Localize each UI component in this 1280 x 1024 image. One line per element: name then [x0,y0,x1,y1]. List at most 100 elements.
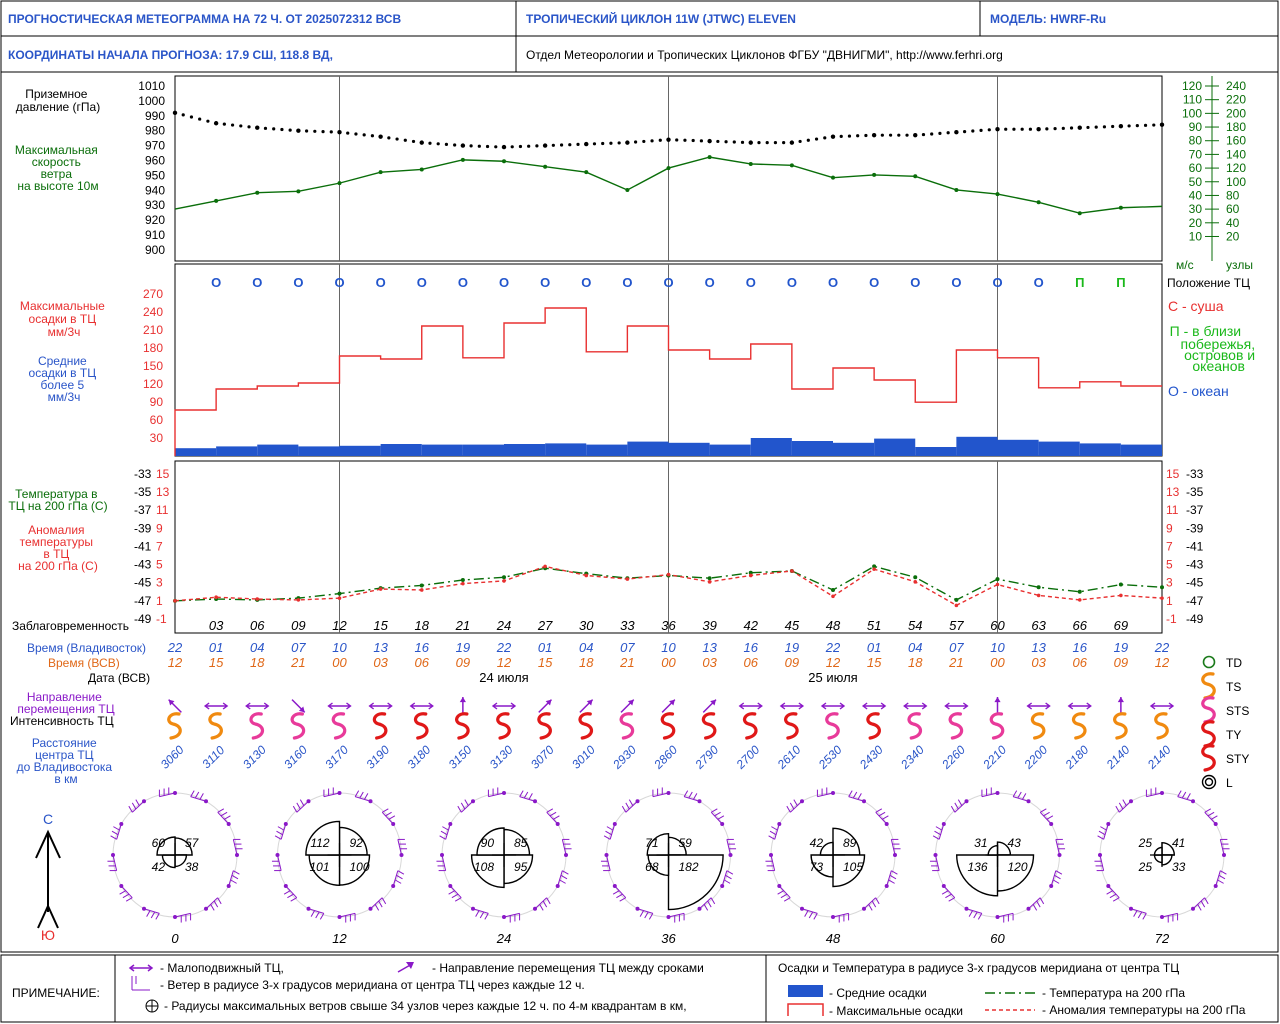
wind-barb-feather [783,897,791,902]
pressure-dot [823,136,827,140]
lead-hour: 54 [908,618,922,633]
wind-barb-feather [625,802,630,810]
legend-mean-swatch [788,985,823,997]
note-wind: - Ветер в радиусе 3-х градусов меридиана… [160,978,585,992]
time-vlad: 22 [167,640,183,655]
time-utc: 12 [1155,655,1170,670]
wind-barb-feather [296,802,301,810]
legend-l-symbol [1201,774,1217,790]
wind-barb-shaft [557,870,563,887]
wind-barb-shaft [232,839,238,856]
wind-barb-shaft [1103,823,1109,840]
pressure-dot [782,141,786,145]
wind-barb-shaft [614,885,627,899]
wind-barb-shaft [954,800,967,813]
wind-barb-shaft [637,908,653,914]
radius-quadrant [996,854,1035,892]
distance-value: 2700 [733,743,763,773]
wind-barb-feather [460,802,466,810]
pressure-dot [880,133,884,137]
anom-point [748,573,753,578]
lead-hour: 12 [332,618,347,633]
south-label: Ю [41,927,55,943]
wind-point [1118,205,1123,210]
mean-precip-bar [915,447,957,456]
track-rows: 3060 3110 3130 3160 3170 3190 3180 3150 3130 3070… [158,697,1175,773]
pressure-point [830,134,836,139]
main-frame [0,71,1279,953]
anom-point [337,596,342,600]
mean-precip-bar [1120,444,1162,456]
pressure-point [871,132,877,138]
wind-barb-feather [464,799,469,806]
distance-value: 3130 [240,743,269,772]
wind-point [995,192,1000,197]
lead-hour: 48 [826,618,841,633]
wind-barb-shaft [684,796,700,802]
radius-se: 33 [1172,860,1186,874]
pressure-point [378,134,383,139]
pressure-dot [354,132,358,136]
wind-barb-shaft [1219,839,1225,856]
wind-barb-feather [1112,897,1120,902]
pressure-point [748,140,753,145]
wind-barb-feather [934,830,941,836]
radii-hour: 48 [826,931,841,946]
grid [339,76,998,633]
wind-barb-shaft [848,796,865,802]
pressure-dot [403,138,407,142]
position-marker: О [910,275,920,290]
pressure-dot [527,144,531,148]
unit-ms: м/с [1176,258,1194,272]
distance-value: 2930 [609,743,639,773]
wind-barb-shaft [935,854,940,871]
pressure-dot [930,132,934,136]
wind-barb-feather [290,897,297,902]
pressure-dot [428,141,432,145]
position-legend-title: Положение ТЦ [1167,276,1250,290]
time-vlad-label: Время (Владивосток) [27,641,146,655]
direction-arrowhead [1117,697,1124,703]
wind-barb-shaft [441,854,447,871]
wind-barb-feather [683,790,689,797]
wind-barb-feather [688,791,693,799]
anom-point [707,580,712,584]
pressure-dot [757,141,761,145]
wind-point [543,164,548,169]
wind-barb-shaft [1118,800,1132,813]
pressure-dot [1053,127,1057,131]
anom-point [461,581,465,586]
pressure-point [419,140,424,145]
wind-point [625,187,630,192]
pressure-dot [559,143,564,147]
legend-symbol-STS [1201,696,1216,724]
radii-hour: 60 [990,931,1005,946]
precip-tick: 90 [150,395,164,409]
axis-ticks: 1010100099098097096095094093092091090012… [134,76,1246,626]
radius-sw: 108 [474,860,494,874]
radius-nw: 71 [645,836,658,850]
wind-barb-feather [475,910,480,917]
pressure-dot [576,142,580,147]
wind-barb-shaft [1177,796,1194,802]
temp-tick-right: -43 [1186,558,1204,572]
distance-value: 3010 [569,743,598,772]
intensity-TS [1113,712,1128,740]
intensity-TY [784,712,799,740]
pressure-dot [469,144,473,148]
pressure-dot [272,127,276,131]
radius-ne: 43 [1008,836,1022,850]
wind-barb-feather [878,811,886,817]
temp-point [1160,585,1164,590]
wind-kt-tick: 180 [1226,120,1246,134]
wind-barb-shaft [890,839,896,856]
wind-barb-feather [354,790,360,797]
distance-value: 2260 [938,743,968,773]
direction-slow [245,702,270,710]
temp-point [502,575,506,580]
wind-barb-feather [1040,808,1047,813]
wind-barb-feather [932,835,940,840]
wind-barb-feather [1012,790,1018,797]
wind-barb-feather [230,879,237,884]
wind-barb-feather [528,793,533,800]
